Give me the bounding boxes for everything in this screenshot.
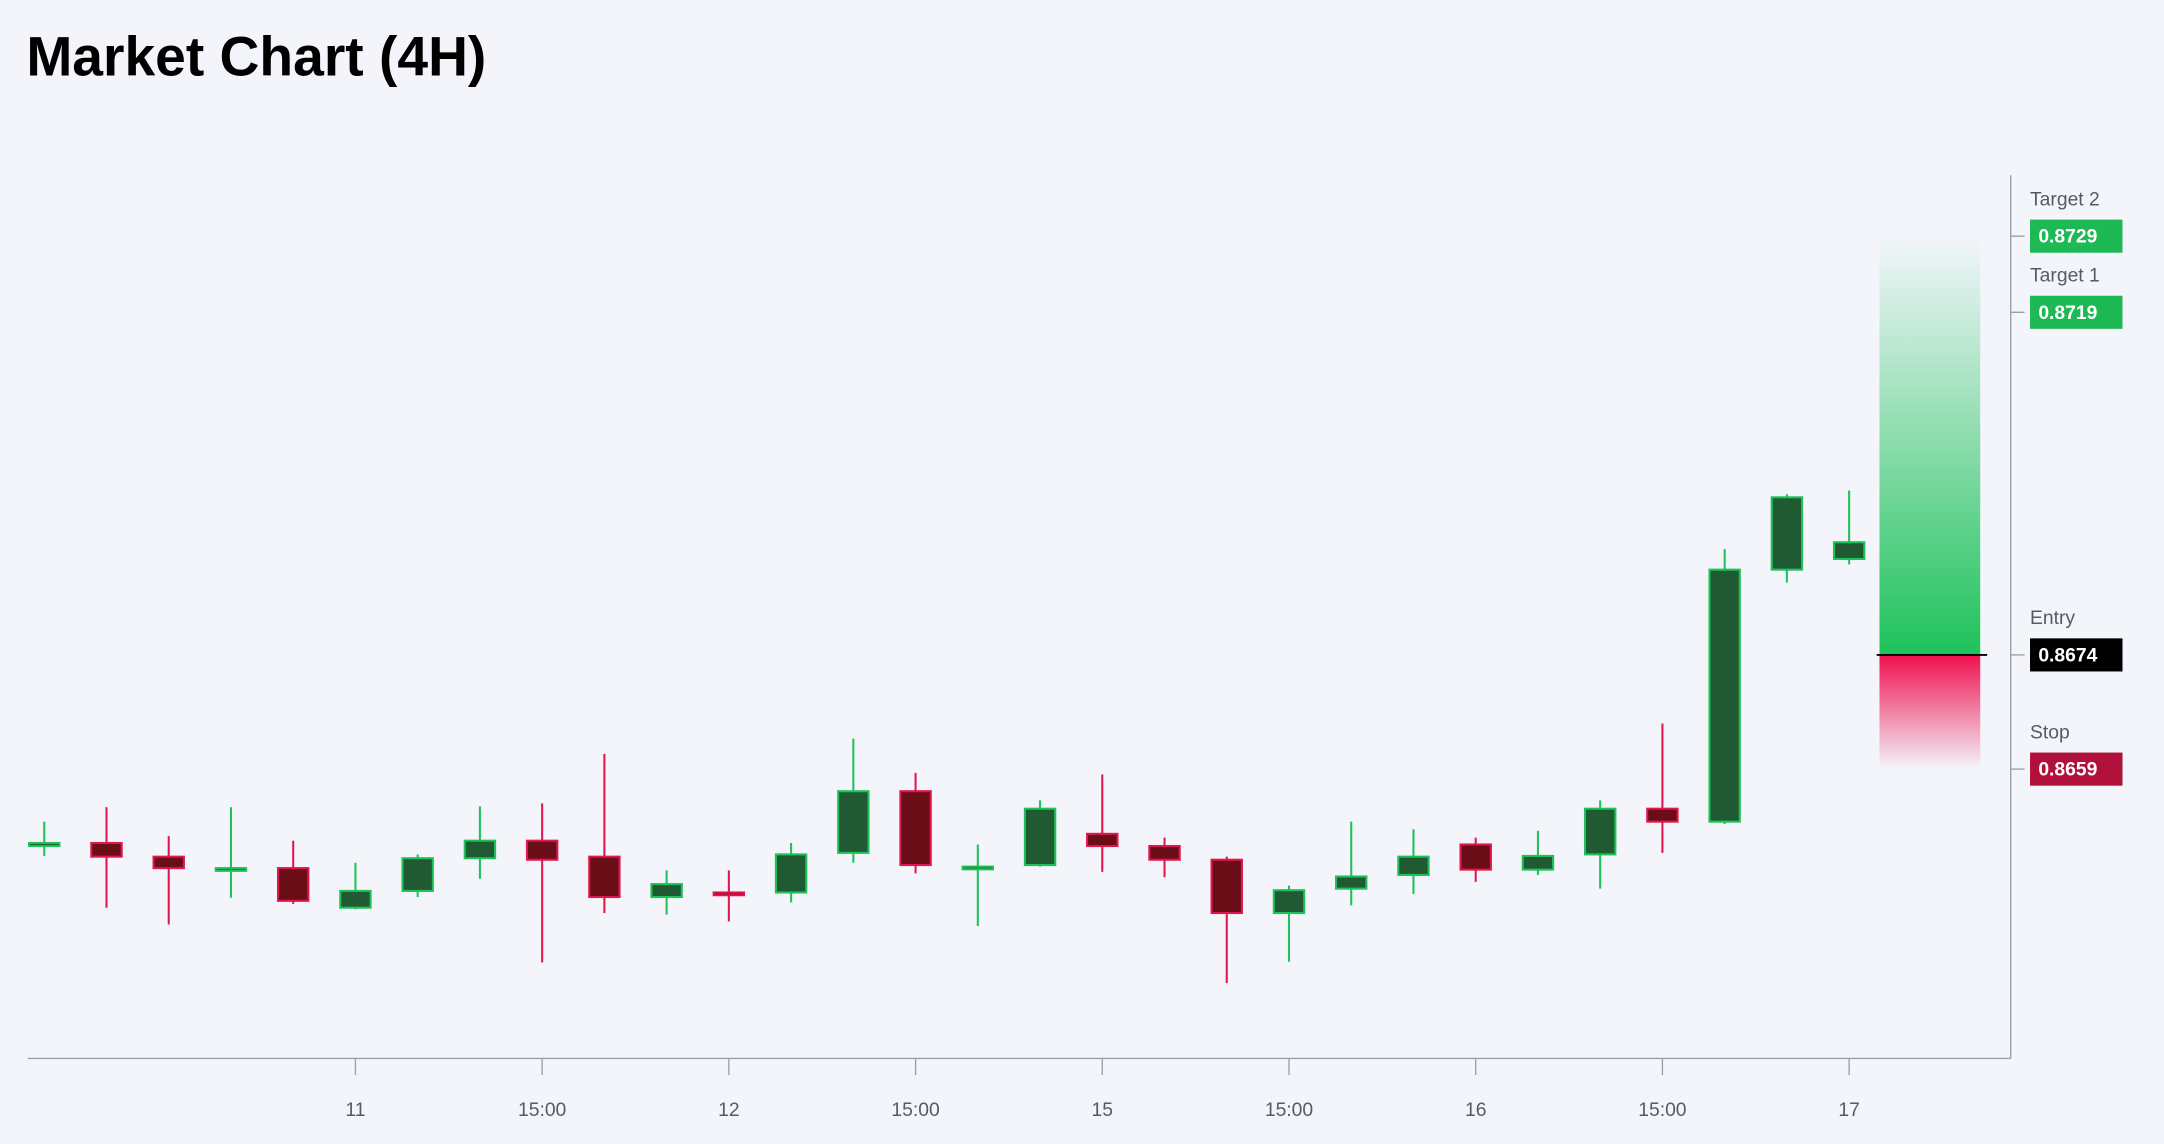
candle-body [1210, 858, 1243, 915]
candle-body [339, 889, 372, 909]
candle-body [1459, 843, 1492, 871]
candle-body [588, 855, 621, 899]
candle-body [774, 853, 808, 894]
candle-body [1148, 844, 1181, 861]
candle-body [1272, 889, 1306, 915]
candle-body [1770, 496, 1804, 571]
level-value: 0.8729 [2038, 227, 2097, 248]
x-tick-label: 15:00 [518, 1100, 566, 1121]
level-name: Stop [2030, 722, 2070, 743]
x-tick-label: 17 [1838, 1100, 1859, 1121]
level-value: 0.8719 [2038, 303, 2097, 324]
candle-body [276, 867, 310, 902]
x-tick-label: 12 [718, 1100, 739, 1121]
candle-body [1646, 807, 1679, 823]
level-badge [2030, 219, 2123, 253]
candle-body [401, 857, 434, 892]
x-tick-label: 15:00 [1638, 1100, 1686, 1121]
risk-zone [1879, 654, 1981, 770]
candle-body [712, 891, 746, 897]
x-tick-label: 15:00 [1265, 1100, 1313, 1121]
candle-body [1832, 541, 1866, 561]
candle-body [899, 790, 932, 867]
level-value: 0.8674 [2038, 645, 2097, 666]
candle-body [1086, 832, 1119, 848]
chart-title: Market Chart (4H) [26, 25, 486, 87]
level-name: Target 1 [2030, 266, 2100, 287]
candle-body [1023, 807, 1057, 867]
level-badge [2030, 752, 2123, 786]
candle-body [1708, 568, 1741, 823]
level-name: Target 2 [2030, 189, 2100, 210]
candle-body [90, 841, 123, 858]
level-name: Entry [2030, 608, 2075, 629]
candle-body [152, 855, 185, 870]
reward-zone [1879, 236, 1981, 655]
candle-body [650, 883, 683, 899]
candle-body [837, 790, 870, 854]
candle-body [214, 867, 248, 872]
candle-body [463, 839, 497, 860]
candle-body [1397, 855, 1430, 876]
candle-body [525, 839, 559, 861]
candle-body [961, 865, 995, 871]
candle-body [28, 841, 61, 848]
x-tick-label: 11 [345, 1100, 365, 1121]
x-tick-label: 15:00 [891, 1100, 939, 1121]
x-tick-label: 15 [1092, 1100, 1113, 1121]
candle-body [1335, 875, 1368, 890]
level-badge [2030, 638, 2123, 672]
level-value: 0.8659 [2038, 760, 2097, 781]
level-badge [2030, 295, 2123, 329]
x-tick-label: 16 [1465, 1100, 1486, 1121]
candle-body [1521, 854, 1555, 871]
candle-body [1583, 807, 1617, 856]
